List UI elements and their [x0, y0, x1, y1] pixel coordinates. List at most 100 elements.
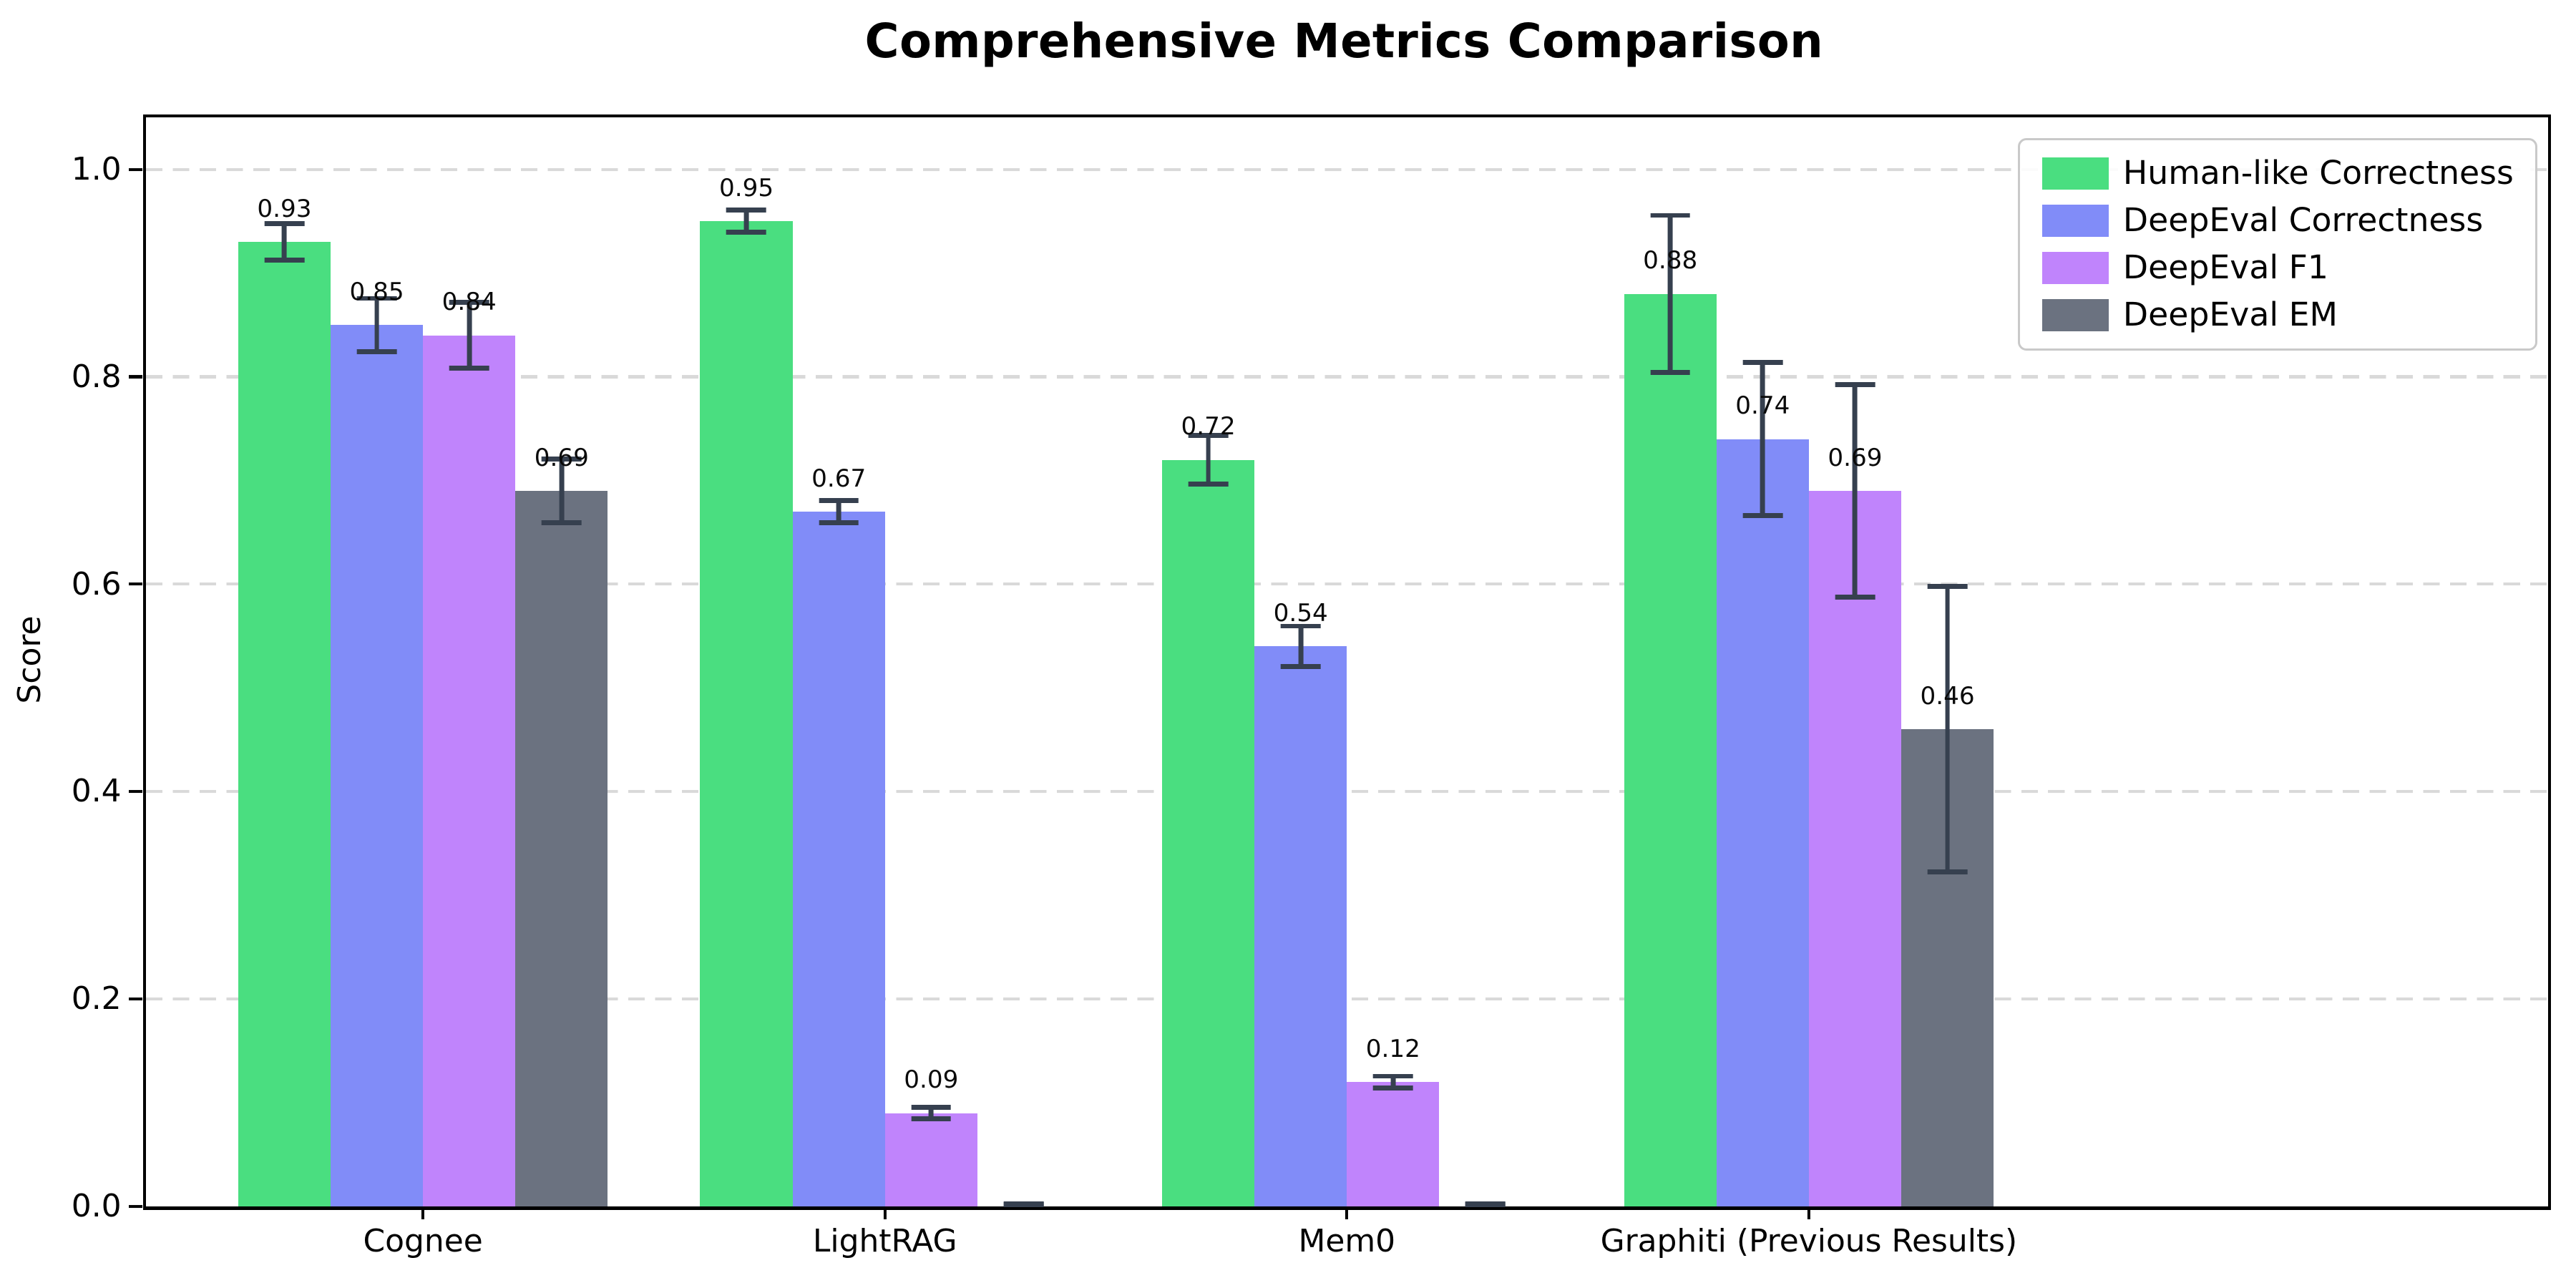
y-tick-mark	[128, 167, 143, 171]
bar-value-label: 0.69	[534, 443, 589, 472]
x-tick-mark	[883, 1206, 887, 1220]
legend-swatch	[2041, 252, 2109, 285]
bar	[515, 490, 608, 1207]
error-bar	[1742, 360, 1783, 518]
error-bar-cap	[819, 498, 859, 503]
x-tick-label: Mem0	[1298, 1223, 1396, 1260]
error-bar	[356, 296, 397, 354]
error-bar-cap	[356, 348, 397, 354]
legend-item: DeepEval Correctness	[2041, 201, 2514, 240]
y-tick-label: 0.0	[71, 1188, 122, 1225]
bar	[1808, 490, 1901, 1207]
error-bar-cap	[1372, 1085, 1413, 1091]
bar	[1716, 439, 1809, 1207]
error-bar-cap	[449, 366, 489, 371]
bar-value-label: 0.72	[1181, 412, 1236, 441]
error-bar-cap	[1835, 381, 1875, 387]
error-bar-cap	[726, 230, 766, 235]
bar-value-label: 0.88	[1643, 246, 1698, 275]
error-bar	[1927, 584, 1968, 875]
bar-value-label: 0.12	[1365, 1034, 1420, 1063]
error-bar-cap	[1927, 869, 1968, 875]
y-axis-label: Score	[11, 615, 49, 704]
error-bar-cap	[1650, 213, 1691, 218]
error-bar	[264, 221, 305, 263]
legend-label: DeepEval Correctness	[2122, 201, 2484, 240]
error-bar-cap	[1003, 1201, 1044, 1207]
error-bar	[1188, 432, 1229, 487]
gridline	[145, 997, 2548, 1001]
error-bar-cap	[1650, 369, 1691, 375]
y-tick-label: 0.8	[71, 358, 122, 395]
legend-swatch	[2041, 299, 2109, 332]
y-tick-mark	[128, 582, 143, 586]
legend: Human-like Correctness DeepEval Correctne…	[2017, 137, 2538, 351]
error-bar	[1003, 1201, 1044, 1208]
error-bar-cap	[264, 221, 305, 226]
bar	[1624, 293, 1717, 1207]
bar-value-label: 0.84	[441, 288, 497, 317]
bar	[423, 335, 516, 1207]
y-tick-mark	[128, 790, 143, 794]
bar	[884, 1113, 977, 1207]
error-bar-cap	[1188, 482, 1229, 487]
error-bar-cap	[911, 1116, 952, 1122]
chart-title: Comprehensive Metrics Comparison	[864, 14, 1824, 69]
bar	[238, 242, 331, 1207]
legend-item: DeepEval F1	[2041, 248, 2514, 287]
x-tick-label: Graphiti (Previous Results)	[1600, 1223, 2018, 1260]
error-bar-cap	[1742, 360, 1783, 366]
y-tick-label: 0.6	[71, 565, 122, 602]
error-bar	[1280, 623, 1321, 670]
bar-value-label: 0.69	[1828, 443, 1883, 472]
bar	[331, 325, 424, 1207]
plot-area: Human-like Correctness DeepEval Correctne…	[72, 114, 2551, 1257]
bar-value-label: 0.67	[811, 464, 867, 493]
bar-value-label: 0.74	[1735, 391, 1790, 421]
gridline	[145, 167, 2548, 171]
bar-value-label: 0.54	[1273, 599, 1328, 628]
x-tick-mark	[421, 1206, 425, 1220]
error-bar-cap	[1372, 1073, 1413, 1079]
x-tick-mark	[1807, 1206, 1810, 1220]
error-bar-cap	[541, 519, 582, 525]
bar	[1162, 459, 1255, 1207]
x-tick-label: LightRAG	[812, 1223, 957, 1260]
legend-label: DeepEval EM	[2122, 296, 2338, 334]
gridline	[145, 582, 2548, 586]
bar	[1254, 646, 1347, 1207]
error-bar-cap	[356, 296, 397, 301]
error-bar-cap	[264, 258, 305, 263]
error-bar-cap	[1835, 595, 1875, 600]
error-bar-cap	[819, 519, 859, 525]
error-bar-cap	[911, 1105, 952, 1110]
legend-label: DeepEval F1	[2122, 248, 2328, 287]
bar	[1347, 1082, 1440, 1207]
error-bar-cap	[1188, 432, 1229, 438]
bar-value-label: 0.46	[1920, 682, 1975, 711]
y-tick-label: 0.4	[71, 773, 122, 810]
legend-item: DeepEval EM	[2041, 296, 2514, 334]
y-tick-label: 0.2	[71, 980, 122, 1018]
error-bar	[1465, 1201, 1506, 1208]
error-bar-cap	[1280, 623, 1321, 629]
x-tick-mark	[1345, 1206, 1349, 1220]
y-tick-label: 1.0	[71, 150, 122, 187]
bar-value-label: 0.85	[349, 277, 404, 306]
error-bar-cap	[1927, 584, 1968, 590]
gridline	[145, 790, 2548, 794]
error-bar-cap	[1280, 664, 1321, 670]
y-tick-mark	[128, 1205, 143, 1209]
error-bar-cap	[449, 300, 489, 306]
legend-swatch	[2041, 157, 2109, 190]
error-bar	[1650, 213, 1691, 375]
gridline	[145, 375, 2548, 379]
y-tick-mark	[128, 375, 143, 379]
error-bar-cap	[541, 457, 582, 462]
bar-value-label: 0.95	[718, 173, 774, 203]
legend-swatch	[2041, 204, 2109, 237]
legend-item: Human-like Correctness	[2041, 154, 2514, 192]
bar	[792, 511, 885, 1207]
error-bar	[1835, 381, 1875, 600]
